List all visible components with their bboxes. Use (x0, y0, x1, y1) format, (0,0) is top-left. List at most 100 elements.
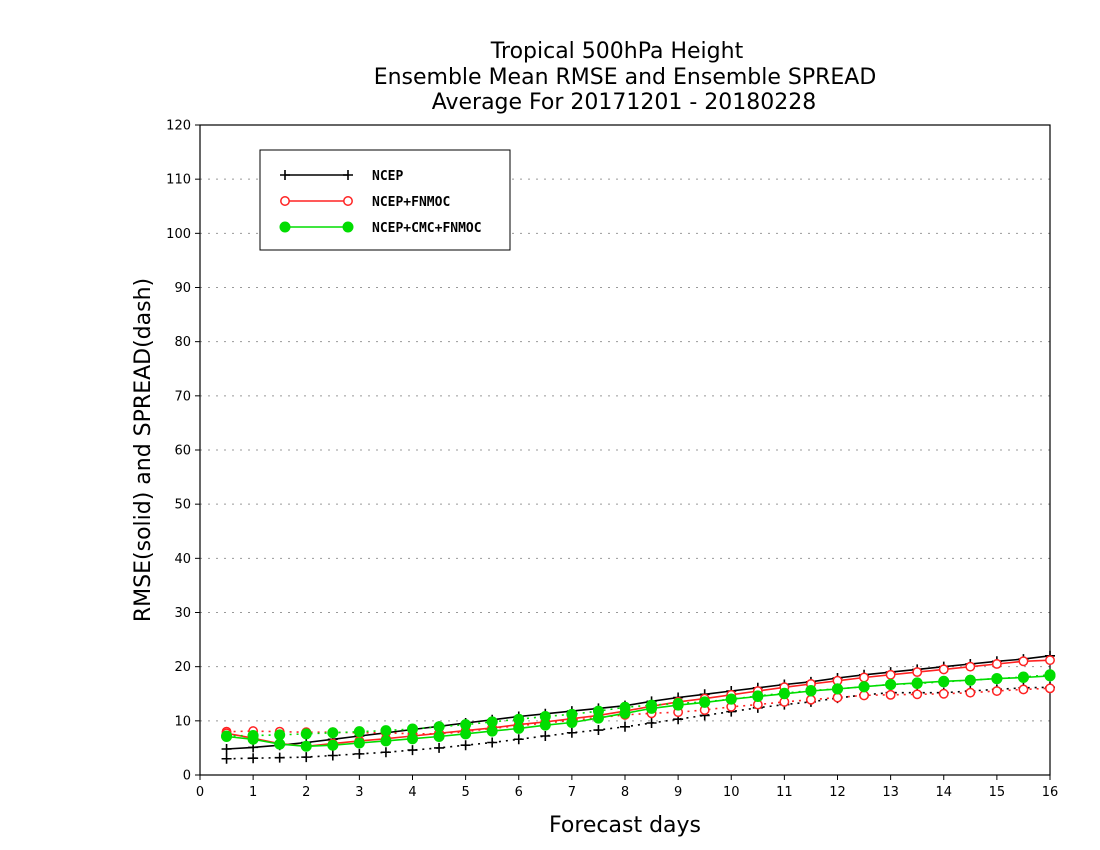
title-line-2: Ensemble Mean RMSE and Ensemble SPREAD (374, 65, 877, 90)
y-tick-label: 0 (183, 769, 191, 784)
spread-point (407, 723, 418, 735)
series-ncep-cmc-fnmoc (221, 669, 1056, 752)
spread-point (354, 748, 365, 759)
spread-point (274, 752, 285, 763)
rmse-point (1045, 655, 1055, 666)
spread-point (885, 689, 896, 700)
legend-label: NCEP+FNMOC (372, 195, 450, 210)
rmse-point (327, 739, 339, 751)
legend-marker (342, 221, 354, 233)
y-tick-label: 110 (166, 173, 191, 188)
legend-marker (280, 170, 290, 180)
chart-title: Tropical 500hPa Height Ensemble Mean RMS… (374, 39, 877, 115)
rmse-point (938, 675, 950, 687)
rmse-point (752, 690, 764, 702)
x-tick-label: 6 (515, 785, 523, 800)
spread-point (487, 737, 498, 748)
spread-point (593, 725, 604, 736)
rmse-point (725, 693, 737, 705)
rmse-point (460, 728, 472, 740)
spread-point (805, 694, 816, 705)
x-tick-label: 2 (302, 785, 310, 800)
rmse-point (1018, 656, 1029, 667)
y-tick-label: 70 (174, 389, 191, 404)
legend-item: NCEP (280, 169, 403, 184)
x-tick-label: 7 (568, 785, 576, 800)
x-tick-label: 0 (196, 785, 204, 800)
title-line-3: Average For 20171201 - 20180228 (432, 90, 817, 115)
spread-point (1045, 683, 1055, 694)
spread-point (540, 731, 551, 741)
legend-box (259, 149, 511, 251)
x-tick-label: 12 (829, 785, 846, 800)
legend-label: NCEP+CMC+FNMOC (372, 221, 482, 236)
y-tick-label: 120 (166, 119, 191, 134)
rmse-point (566, 716, 578, 728)
legend-marker (280, 196, 290, 206)
rmse-point (964, 674, 976, 686)
y-tick-label: 30 (174, 606, 191, 621)
spread-point (513, 734, 524, 745)
rmse-point (1017, 672, 1029, 683)
rmse-point (885, 679, 897, 691)
rmse-point (699, 696, 711, 708)
rmse-point (619, 707, 631, 719)
legend-item: NCEP+CMC+FNMOC (279, 221, 482, 236)
legend-label: NCEP (372, 169, 403, 184)
spread-point (380, 747, 391, 758)
rmse-point (672, 699, 684, 711)
spread-point (300, 728, 312, 740)
rmse-point (539, 719, 551, 731)
x-axis-label: Forecast days (549, 813, 701, 838)
x-tick-label: 4 (408, 785, 416, 800)
y-axis-label: RMSE(solid) and SPREAD(dash) (131, 278, 156, 622)
spread-point (380, 725, 392, 737)
spread-point (274, 729, 286, 741)
rmse-point (300, 740, 312, 752)
legend: NCEP NCEP+FNMOC NCEP+CMC+FNMOC (259, 149, 511, 251)
rmse-point (965, 661, 976, 672)
rmse-point (938, 664, 949, 675)
rmse-point (1044, 670, 1056, 682)
x-tick-label: 8 (621, 785, 629, 800)
rmse-line (226, 675, 1051, 748)
spread-point (460, 740, 471, 751)
spread-point (991, 686, 1002, 696)
x-tick-label: 10 (723, 785, 740, 800)
rmse-point (991, 659, 1002, 669)
rmse-point (221, 731, 233, 743)
rmse-point (433, 731, 445, 743)
spread-point (407, 745, 418, 756)
spread-point (221, 753, 232, 764)
y-tick-label: 50 (174, 498, 191, 513)
x-tick-label: 14 (935, 785, 952, 800)
spread-point (859, 690, 870, 701)
spread-point (248, 753, 259, 764)
x-tick-label: 16 (1042, 785, 1059, 800)
series-ncep (221, 650, 1055, 764)
spread-point (434, 742, 445, 753)
rmse-point (380, 735, 392, 747)
spread-point (912, 689, 923, 700)
rmse-point (247, 733, 259, 745)
spread-point (620, 721, 630, 732)
rmse-point (513, 722, 525, 734)
y-tick-label: 100 (166, 227, 191, 242)
y-tick-label: 20 (174, 660, 191, 675)
legend-marker (343, 170, 353, 180)
rmse-point (274, 738, 286, 750)
y-tick-label: 40 (174, 552, 191, 567)
rmse-point (805, 685, 817, 697)
spread-point (486, 716, 498, 728)
legend-item: NCEP+FNMOC (280, 195, 450, 210)
spread-point (832, 692, 843, 703)
y-tick-label: 10 (174, 714, 191, 729)
x-tick-label: 3 (355, 785, 363, 800)
legend-marker (279, 221, 291, 233)
title-line-1: Tropical 500hPa Height (490, 39, 744, 64)
legend-marker (343, 196, 353, 206)
spread-point (938, 688, 949, 699)
x-tick-label: 5 (461, 785, 469, 800)
